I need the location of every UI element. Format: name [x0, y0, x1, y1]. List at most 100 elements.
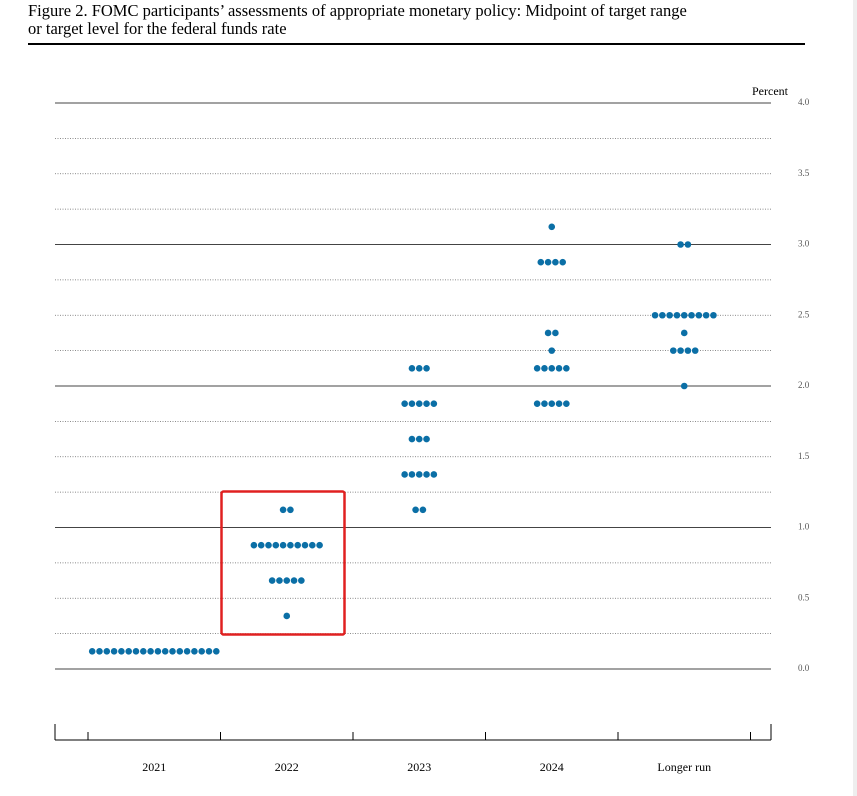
dot — [140, 648, 147, 655]
x-tick-label: Longer run — [657, 760, 711, 774]
dot — [688, 311, 695, 319]
dot — [533, 365, 541, 372]
dot — [412, 506, 419, 514]
y-tick-label: 4.0 — [798, 97, 810, 107]
dot — [408, 471, 416, 478]
dot — [294, 541, 302, 549]
dot — [684, 347, 692, 354]
dot — [552, 258, 559, 266]
x-tick-label: 2023 — [407, 760, 431, 774]
y-tick-label: 1.5 — [798, 451, 810, 461]
dot — [265, 541, 272, 549]
dot — [103, 648, 111, 655]
dot — [419, 506, 427, 514]
dot — [408, 435, 416, 443]
dot — [408, 400, 416, 407]
highlight-box — [220, 490, 346, 636]
dot — [563, 365, 570, 372]
x-tick-label: 2021 — [142, 760, 166, 774]
dot — [548, 365, 556, 372]
dot — [541, 400, 548, 407]
dot — [205, 648, 213, 655]
dot — [541, 365, 548, 372]
dot — [268, 577, 276, 584]
dot — [544, 329, 552, 337]
dot — [423, 435, 430, 443]
dot — [287, 541, 294, 549]
dot — [666, 311, 673, 319]
dot — [169, 648, 176, 655]
dot — [659, 311, 666, 319]
dot — [132, 648, 140, 655]
dot — [710, 311, 717, 319]
dot — [276, 577, 283, 584]
dot — [118, 648, 125, 655]
dot — [555, 365, 563, 372]
dot — [401, 400, 408, 407]
dot — [161, 648, 169, 655]
dot — [408, 365, 416, 372]
dot — [213, 648, 220, 655]
dot — [301, 541, 309, 549]
x-tick-label: 2024 — [540, 760, 564, 774]
dot — [677, 241, 684, 248]
dot — [680, 382, 688, 390]
dot — [154, 648, 162, 655]
dot — [430, 471, 438, 478]
dot — [423, 365, 430, 372]
dot — [430, 400, 438, 407]
dot — [250, 541, 258, 549]
dot — [680, 329, 688, 337]
dot — [279, 506, 287, 514]
dot — [183, 648, 191, 655]
chart-subtitle: or target level for the federal funds ra… — [28, 19, 287, 38]
dot — [423, 471, 430, 478]
dot — [191, 648, 198, 655]
dot — [96, 648, 103, 655]
dot — [272, 541, 280, 549]
y-tick-label: 1.0 — [798, 522, 810, 532]
dot — [533, 400, 541, 407]
dot — [283, 612, 291, 620]
dot — [702, 311, 710, 319]
dot — [279, 541, 287, 549]
x-tick-label: 2022 — [275, 760, 299, 774]
y-tick-label: 0.0 — [798, 663, 810, 673]
dot — [548, 400, 556, 407]
dot — [691, 347, 699, 354]
dot — [555, 400, 563, 407]
dot — [198, 648, 205, 655]
dot — [287, 506, 294, 514]
dot — [415, 435, 423, 443]
y-tick-label: 2.5 — [798, 309, 810, 319]
dot — [563, 400, 570, 407]
dot — [309, 541, 316, 549]
dot — [680, 311, 688, 319]
dot — [147, 648, 154, 655]
y-tick-label: 3.5 — [798, 168, 810, 178]
dot — [176, 648, 184, 655]
dot — [290, 577, 298, 584]
dot — [695, 311, 703, 319]
dot — [415, 400, 423, 407]
dot — [651, 311, 659, 319]
chart-title: Figure 2. FOMC participants’ assessments… — [28, 1, 687, 20]
dot — [257, 541, 265, 549]
dot — [537, 258, 545, 266]
dot — [415, 365, 423, 372]
y-tick-label: 0.5 — [798, 592, 810, 602]
dot — [316, 541, 323, 549]
dot — [684, 241, 692, 248]
dot — [677, 347, 684, 354]
dot — [548, 347, 556, 354]
edge — [853, 0, 857, 796]
dot — [673, 311, 681, 319]
dot — [298, 577, 305, 584]
dot — [110, 648, 118, 655]
y-tick-label: 3.0 — [798, 239, 810, 249]
dot — [559, 258, 566, 266]
dot — [283, 577, 291, 584]
dot — [125, 648, 132, 655]
